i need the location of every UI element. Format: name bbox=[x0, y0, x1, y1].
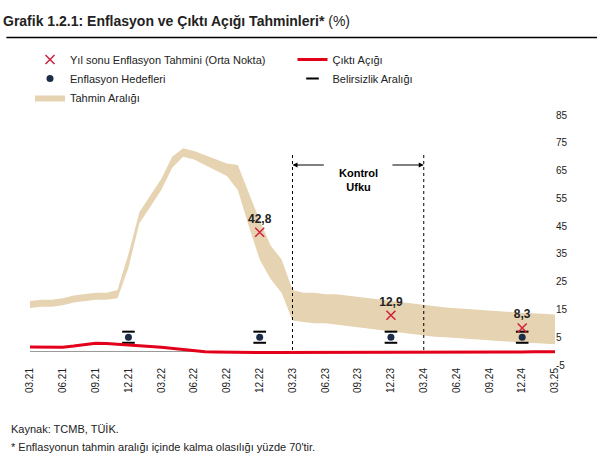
svg-text:06.23: 06.23 bbox=[320, 368, 331, 393]
svg-text:* Enflasyonun tahmin aralığı i: * Enflasyonun tahmin aralığı içinde kalm… bbox=[11, 441, 315, 453]
svg-text:Yıl sonu Enflasyon Tahmini (Or: Yıl sonu Enflasyon Tahmini (Orta Nokta) bbox=[70, 54, 265, 66]
svg-text:35: 35 bbox=[556, 248, 568, 259]
svg-text:Tahmin Aralığı: Tahmin Aralığı bbox=[70, 92, 140, 104]
svg-text:12,9: 12,9 bbox=[379, 295, 403, 309]
svg-text:Kaynak: TCMB, TÜİK.: Kaynak: TCMB, TÜİK. bbox=[11, 423, 119, 435]
svg-text:06.22: 06.22 bbox=[188, 368, 199, 393]
svg-text:03.25: 03.25 bbox=[549, 368, 560, 393]
svg-text:75: 75 bbox=[556, 137, 568, 148]
svg-text:8,3: 8,3 bbox=[514, 307, 531, 321]
svg-text:Enflasyon Hedefleri: Enflasyon Hedefleri bbox=[70, 73, 165, 85]
svg-text:12.22: 12.22 bbox=[254, 368, 265, 393]
svg-text:12.23: 12.23 bbox=[385, 368, 396, 393]
svg-text:42,8: 42,8 bbox=[248, 212, 272, 226]
svg-text:85: 85 bbox=[556, 110, 568, 121]
svg-text:-5: -5 bbox=[556, 360, 565, 371]
svg-text:03.24: 03.24 bbox=[418, 368, 429, 393]
svg-text:06.21: 06.21 bbox=[57, 368, 68, 393]
svg-text:65: 65 bbox=[556, 165, 568, 176]
svg-text:Belirsizlik Aralığı: Belirsizlik Aralığı bbox=[333, 73, 413, 85]
svg-text:15: 15 bbox=[556, 304, 568, 315]
svg-text:55: 55 bbox=[556, 193, 568, 204]
svg-text:09.21: 09.21 bbox=[90, 368, 101, 393]
svg-text:09.23: 09.23 bbox=[352, 368, 363, 393]
svg-text:12.21: 12.21 bbox=[123, 368, 134, 393]
svg-text:5: 5 bbox=[556, 332, 562, 343]
svg-text:09.22: 09.22 bbox=[221, 368, 232, 393]
svg-text:03.23: 03.23 bbox=[287, 368, 298, 393]
svg-text:45: 45 bbox=[556, 221, 568, 232]
svg-text:03.21: 03.21 bbox=[24, 368, 35, 393]
svg-text:Grafik 1.2.1: Enflasyon ve Çık: Grafik 1.2.1: Enflasyon ve Çıktı Açığı T… bbox=[3, 13, 350, 29]
svg-text:03.22: 03.22 bbox=[156, 368, 167, 393]
svg-text:KontrolUfku: KontrolUfku bbox=[339, 167, 378, 193]
svg-text:Çıktı Açığı: Çıktı Açığı bbox=[333, 54, 383, 66]
svg-text:25: 25 bbox=[556, 276, 568, 287]
svg-text:12.24: 12.24 bbox=[516, 368, 527, 393]
svg-text:06.24: 06.24 bbox=[451, 368, 462, 393]
svg-text:09.24: 09.24 bbox=[484, 368, 495, 393]
